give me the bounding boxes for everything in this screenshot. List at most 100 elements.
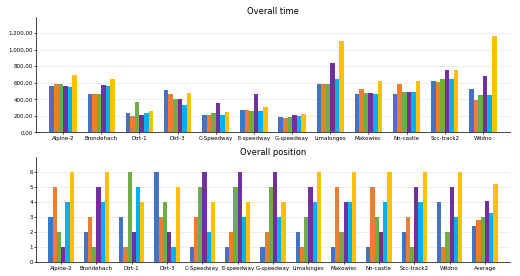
Bar <box>101 85 106 132</box>
Bar <box>370 187 375 262</box>
Title: Overall time: Overall time <box>247 7 299 16</box>
Bar <box>288 117 292 132</box>
Bar <box>355 94 359 132</box>
Bar <box>167 232 171 262</box>
Bar <box>229 232 233 262</box>
Bar <box>483 76 487 132</box>
Bar <box>373 94 378 132</box>
Bar <box>401 232 406 262</box>
Bar <box>277 217 281 262</box>
Bar <box>469 89 474 132</box>
Bar <box>106 86 110 132</box>
Bar <box>225 112 229 132</box>
Bar <box>352 172 356 262</box>
Bar <box>301 114 306 132</box>
Bar <box>410 247 414 262</box>
Bar <box>149 110 153 132</box>
Bar <box>127 172 132 262</box>
Bar <box>300 247 304 262</box>
Bar <box>379 232 383 262</box>
Bar <box>326 84 330 132</box>
Bar <box>474 100 478 132</box>
Bar <box>159 217 163 262</box>
Bar <box>263 107 268 132</box>
Bar <box>178 99 182 132</box>
Bar <box>407 92 411 132</box>
Bar <box>330 63 335 132</box>
Bar <box>92 94 97 132</box>
Bar <box>335 79 340 132</box>
Bar <box>68 87 72 132</box>
Bar <box>313 202 317 262</box>
Bar <box>317 172 321 262</box>
Bar <box>454 217 458 262</box>
Bar <box>206 115 211 132</box>
Bar <box>450 187 454 262</box>
Bar <box>96 187 101 262</box>
Bar <box>445 232 450 262</box>
Bar <box>273 172 277 262</box>
Bar <box>163 202 167 262</box>
Bar <box>135 102 139 132</box>
Bar <box>225 247 229 262</box>
Bar <box>61 247 66 262</box>
Bar <box>72 75 77 132</box>
Bar <box>378 81 382 132</box>
Bar <box>449 79 454 132</box>
Bar <box>458 172 462 262</box>
Bar <box>92 247 96 262</box>
Bar <box>211 113 216 132</box>
Bar <box>190 247 194 262</box>
Bar <box>132 232 136 262</box>
Bar <box>431 81 436 132</box>
Bar <box>292 115 297 132</box>
Bar <box>70 172 74 262</box>
Bar <box>283 118 288 132</box>
Bar <box>423 172 427 262</box>
Bar <box>375 217 379 262</box>
Bar <box>110 79 115 132</box>
Bar <box>66 202 70 262</box>
Bar <box>348 202 352 262</box>
Bar <box>187 93 191 132</box>
Bar <box>254 94 258 132</box>
Bar <box>406 217 410 262</box>
Bar <box>139 115 144 132</box>
Bar <box>476 220 480 262</box>
Bar <box>340 41 344 132</box>
Bar <box>321 84 326 132</box>
Bar <box>59 84 63 132</box>
Bar <box>415 81 420 132</box>
Bar <box>487 95 492 132</box>
Bar <box>119 217 123 262</box>
Bar <box>414 187 419 262</box>
Bar <box>308 187 313 262</box>
Legend: GRNDriver, GRNDriver - No danger, Mr Racer, Need4SS, SnakeOil, EC-SRC: GRNDriver, GRNDriver - No danger, Mr Rac… <box>168 181 378 186</box>
Bar <box>63 86 68 132</box>
Bar <box>269 187 273 262</box>
Bar <box>359 89 364 132</box>
Bar <box>136 187 140 262</box>
Bar <box>240 110 245 132</box>
Bar <box>402 92 407 132</box>
Bar <box>368 93 373 132</box>
Bar <box>250 111 254 132</box>
Bar <box>48 217 53 262</box>
Bar <box>211 202 215 262</box>
Bar <box>393 94 397 132</box>
Bar <box>182 105 187 132</box>
Bar <box>411 92 415 132</box>
Bar <box>492 36 497 132</box>
Bar <box>485 201 489 262</box>
Bar <box>220 115 225 132</box>
Bar <box>480 217 485 262</box>
Bar <box>53 187 57 262</box>
Bar <box>383 202 387 262</box>
Bar <box>281 202 285 262</box>
Bar <box>84 232 88 262</box>
Bar <box>238 172 242 262</box>
Bar <box>54 84 59 132</box>
Bar <box>419 202 423 262</box>
Bar <box>57 232 61 262</box>
Bar <box>194 217 198 262</box>
